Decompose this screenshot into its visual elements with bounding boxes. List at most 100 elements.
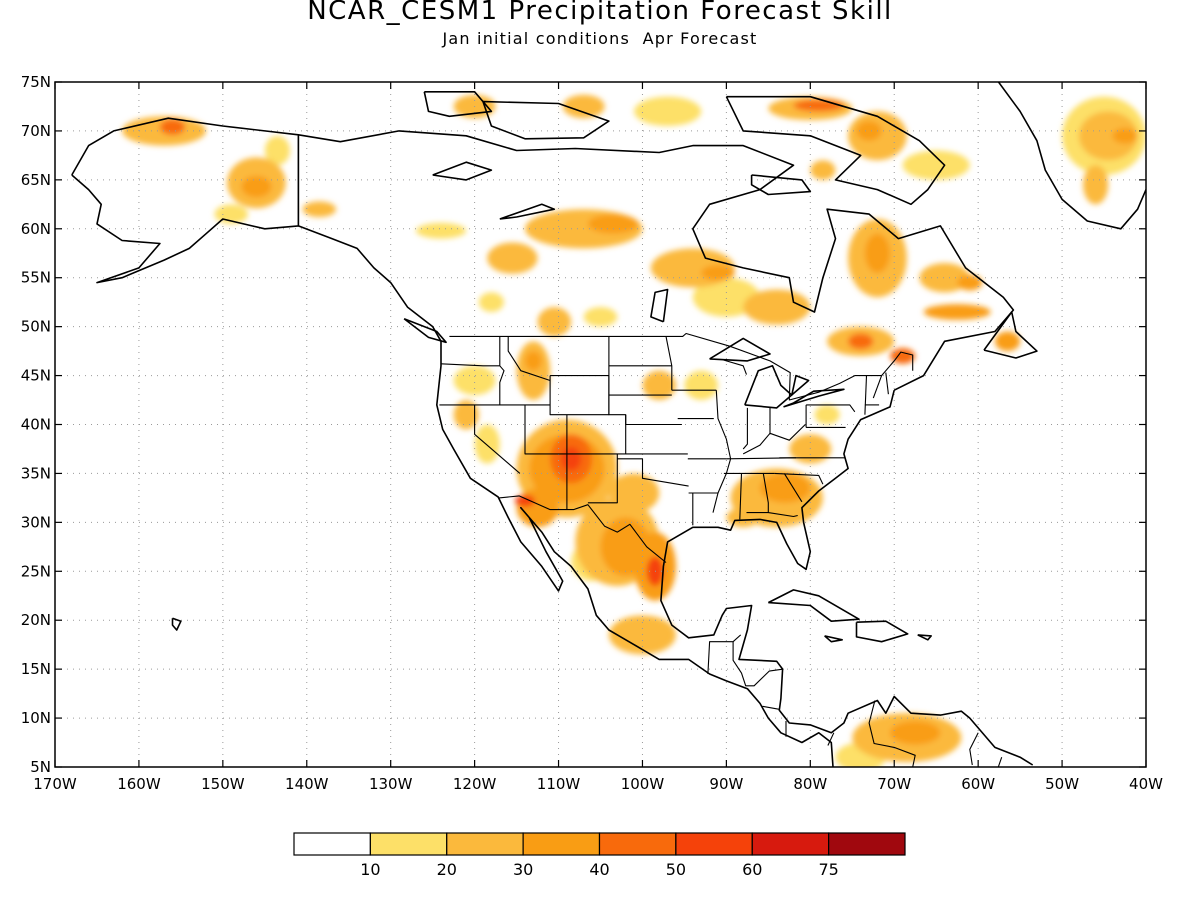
lon-tick-label: 70W [877, 775, 911, 793]
colorbar-swatch [369, 832, 448, 856]
skill-region [957, 274, 983, 291]
boundary-line [868, 700, 916, 767]
skill-region [1078, 111, 1138, 161]
colorbar-label: 30 [513, 860, 533, 879]
coastline [783, 388, 845, 408]
boundary-line [665, 336, 673, 391]
boundary-line [587, 453, 618, 504]
skill-region [415, 222, 467, 239]
colorbar-label: 50 [666, 860, 686, 879]
boundary-line [617, 458, 689, 487]
lon-tick-label: 40W [1129, 775, 1163, 793]
boundary-line [969, 732, 979, 766]
skill-region [478, 292, 504, 312]
skill-region [810, 160, 836, 180]
coastline [432, 161, 493, 181]
boundary-line [449, 332, 914, 401]
colorbar-swatch [522, 832, 601, 856]
coastline [997, 82, 1146, 230]
skill-region [923, 304, 991, 320]
coastline [824, 635, 844, 643]
boundary-line [762, 705, 780, 710]
colorbar-swatch [598, 832, 677, 856]
skill-region [856, 121, 882, 141]
skill-blobs [122, 94, 1146, 767]
lon-tick-label: 160W [117, 775, 161, 793]
lon-tick-label: 120W [453, 775, 497, 793]
boundary-line [806, 404, 856, 413]
boundary-line [507, 336, 551, 382]
skill-region [890, 721, 941, 745]
skill-region [701, 264, 735, 281]
skill-region [453, 400, 479, 430]
skill-region [264, 135, 290, 166]
political-boundaries-layer [297, 134, 1003, 767]
map-subtitle: Jan initial conditions Apr Forecast [442, 29, 758, 48]
coastline [855, 620, 909, 643]
skill-region [919, 263, 970, 293]
boundary-line [524, 404, 567, 455]
coastline [917, 634, 933, 641]
coastline [983, 311, 1038, 359]
boundary-line [566, 414, 627, 455]
skill-region [1112, 127, 1138, 144]
lon-tick-label: 50W [1045, 775, 1079, 793]
lat-tick-label: 75N [21, 73, 51, 91]
graticule-grid [55, 82, 1146, 767]
skill-region [302, 201, 337, 218]
boundary-line [739, 473, 743, 520]
skill-region [994, 331, 1021, 352]
colorbar: 10 20 30 40 50 60 75 [293, 832, 906, 879]
boundary-line [827, 732, 835, 746]
colorbar-swatch [293, 832, 371, 856]
boundary-line [742, 407, 748, 450]
skill-region [159, 119, 186, 135]
coastline [650, 288, 669, 323]
colorbar-swatch [751, 832, 830, 856]
boundary-line [774, 472, 824, 485]
colorbar-label: 40 [589, 860, 609, 879]
coastline [499, 203, 556, 220]
skill-region [642, 370, 677, 401]
boundary-line [872, 375, 883, 399]
boundary-line [762, 473, 769, 513]
skill-region [453, 365, 496, 396]
lon-tick-label: 140W [285, 775, 329, 793]
lat-tick-label: 40N [21, 416, 51, 434]
coastline [725, 95, 946, 206]
colorbar-label: 60 [742, 860, 762, 879]
boundary-line [885, 372, 889, 395]
skill-region [474, 424, 500, 464]
lat-tick-label: 45N [21, 367, 51, 385]
coastline [709, 337, 771, 362]
boundary-line [440, 363, 500, 367]
coastline [71, 117, 300, 284]
lat-tick-label: 50N [21, 318, 51, 336]
coastline [750, 174, 812, 196]
lat-tick-label: 70N [21, 122, 51, 140]
axis-ticks: 75N 70N 65N 60N 55N 50N 45N 40N 35N 30N 25N 20N 15N 1… [21, 73, 1163, 793]
boundary-line [864, 375, 868, 415]
colorbar-label: 75 [818, 860, 838, 879]
colorbar-swatch [675, 832, 753, 856]
skill-region [902, 150, 970, 180]
boundary-line [732, 641, 784, 687]
coastline [171, 617, 182, 631]
colorbar-label: 10 [360, 860, 380, 879]
boundary-line [722, 359, 748, 375]
skill-region [890, 348, 916, 364]
lon-tick-label: 100W [621, 775, 665, 793]
coastline [298, 130, 1015, 391]
lat-tick-label: 20N [21, 611, 51, 629]
map-title: NCAR_CESM1 Precipitation Forecast Skill [307, 0, 893, 26]
skill-region [241, 175, 272, 198]
skill-region [587, 214, 639, 234]
skill-region [516, 488, 559, 528]
lon-tick-label: 110W [537, 775, 581, 793]
skill-region [814, 404, 840, 425]
coastline [767, 589, 860, 623]
lat-tick-label: 15N [21, 660, 51, 678]
skill-region [864, 233, 891, 273]
lat-tick-label: 5N [30, 758, 51, 776]
